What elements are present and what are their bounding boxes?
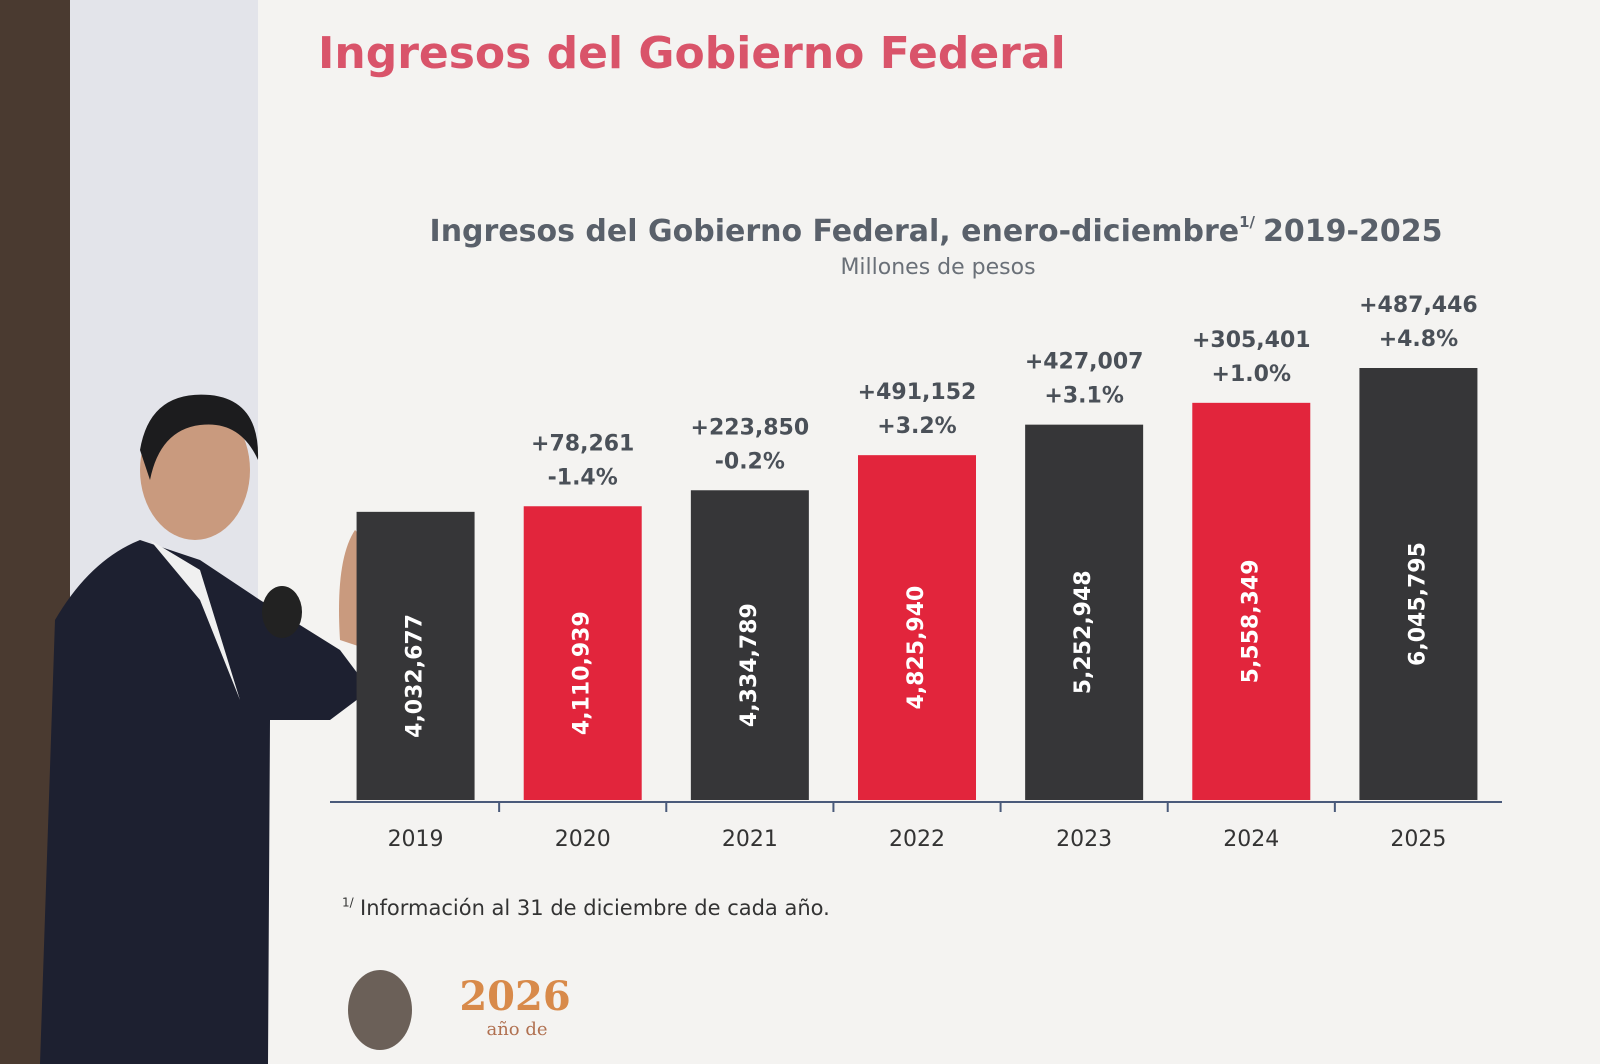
logo-year: 2026	[459, 973, 570, 1020]
logo-portrait	[348, 970, 412, 1050]
x-tick-label: 2022	[889, 827, 945, 852]
growth-label: +1.0%	[1212, 362, 1291, 387]
chart-subtitle: Millones de pesos	[840, 255, 1035, 280]
bar	[858, 455, 976, 800]
x-tick-label: 2023	[1056, 827, 1112, 852]
bar	[1192, 402, 1311, 800]
presenter	[40, 394, 385, 1064]
shirt	[150, 540, 240, 700]
change-label: +305,401	[1192, 328, 1311, 353]
chart-title-period: 2019-2025	[1263, 214, 1442, 249]
chart-title-text: Ingresos del Gobierno Federal, enero-dic…	[430, 214, 1240, 249]
growth-label: -0.2%	[715, 449, 785, 474]
chart-title: Ingresos del Gobierno Federal, enero-dic…	[430, 213, 1443, 249]
change-label: +491,152	[858, 380, 977, 405]
value-label: 5,252,948	[1071, 570, 1096, 694]
microphone	[262, 586, 302, 638]
x-tick-label: 2024	[1223, 827, 1279, 852]
bar	[1359, 368, 1478, 800]
value-label: 4,825,940	[904, 586, 929, 710]
value-label: 4,032,677	[403, 614, 428, 738]
change-label: +78,261	[531, 431, 634, 456]
x-tick-label: 2019	[388, 827, 444, 852]
hair	[140, 394, 259, 480]
bar	[523, 506, 642, 800]
bar	[356, 511, 475, 800]
x-tick-label: 2020	[555, 827, 611, 852]
x-tick-label: 2025	[1390, 827, 1446, 852]
suit	[40, 540, 370, 1064]
change-label: +427,007	[1025, 350, 1144, 375]
slide-title: Ingresos del Gobierno Federal	[318, 28, 1066, 79]
x-tick-label: 2021	[722, 827, 778, 852]
bar	[1025, 424, 1144, 800]
logo-text: año de	[486, 1019, 547, 1040]
footnote: Información al 31 de diciembre de cada a…	[360, 896, 830, 920]
chart-title-marker: 1/	[1239, 213, 1255, 231]
bar	[690, 490, 809, 800]
growth-label: +3.1%	[1044, 384, 1123, 409]
value-label: 4,110,939	[570, 611, 595, 735]
chart: 2019 4,032,677 2020 4,110,939 +78,261 -1.4% 20…	[356, 293, 1478, 852]
footnote-marker: 1/	[342, 896, 355, 910]
growth-label: -1.4%	[548, 465, 618, 490]
change-label: +487,446	[1359, 293, 1478, 318]
value-label: 6,045,795	[1405, 542, 1430, 666]
change-label: +223,850	[691, 415, 810, 440]
growth-label: +3.2%	[877, 414, 956, 439]
growth-label: +4.8%	[1379, 327, 1458, 352]
value-label: 5,558,349	[1238, 559, 1263, 683]
value-label: 4,334,789	[737, 603, 762, 727]
